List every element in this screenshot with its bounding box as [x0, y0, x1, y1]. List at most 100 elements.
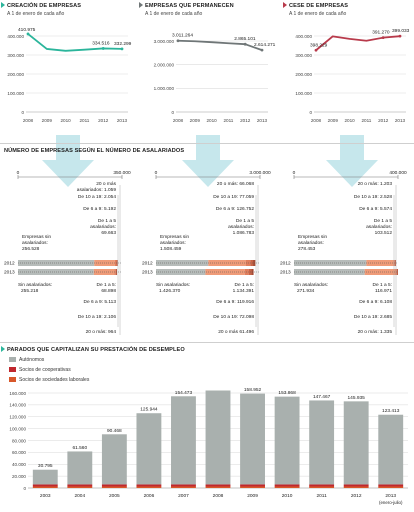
triangle-icon [1, 346, 5, 352]
bar-segment [240, 393, 265, 485]
data-point [314, 48, 318, 52]
bar-segment [309, 484, 335, 487]
arrow-shape [326, 135, 378, 187]
bar-segment [205, 484, 231, 487]
bottom-label: 20 o más: 964 [86, 329, 117, 335]
y-tick-label: 60.000 [12, 450, 26, 455]
year-label: 2012 [142, 261, 153, 267]
top-left-label: Empresas sin [298, 234, 327, 240]
data-label: 2.614.271 [254, 42, 276, 48]
bar-segment [343, 401, 369, 485]
top-label: asalariados: [366, 224, 392, 230]
x-tick-label: 2008 [213, 493, 224, 499]
x-tick-label: 2010 [206, 118, 217, 123]
y-tick-label: 0 [21, 110, 24, 115]
year-label: 2012 [4, 261, 15, 267]
bottom-left-label: Sin asalariados: [18, 282, 52, 288]
arrow-shape [182, 135, 234, 187]
legend-label: Socios de sociedades laborales [19, 377, 90, 383]
data-point [243, 42, 247, 46]
bar-segment [378, 486, 404, 488]
top-label: De 1 a 5 [374, 218, 392, 224]
permanecen-subtitle: A 1 de enero de cada año [145, 11, 203, 17]
top-left-label: asalariados: [298, 240, 324, 246]
bar-total-label: 61.560 [72, 445, 87, 451]
divider [0, 342, 414, 343]
data-label: 391.270 [372, 30, 390, 36]
year-label: 2013 [280, 270, 291, 276]
bar-segment [32, 486, 58, 488]
data-point [260, 48, 264, 52]
x-tick-label: 2011 [316, 493, 327, 499]
x-tick-label: 2013 [385, 493, 396, 499]
legend-swatch [9, 357, 16, 362]
data-point [398, 34, 402, 38]
bar-total-label: 145.935 [348, 395, 366, 401]
data-point [26, 32, 30, 36]
top-left-label: Empresas sin [22, 234, 51, 240]
data-point [120, 47, 124, 51]
bottom-left-label: 255.218 [21, 288, 39, 294]
bottom-label: De 6 a 9: 5.113 [84, 299, 117, 305]
data-label: 332.299 [114, 41, 132, 47]
y-tick-label: 40.000 [12, 462, 26, 467]
cese-title-text: CESE DE EMPRESAS [289, 3, 349, 9]
top-label: De 1 a 5 [236, 218, 254, 224]
y-tick-label: 100.000 [9, 426, 26, 431]
bar-segment [171, 484, 196, 487]
bar-segment [378, 484, 404, 487]
axis-max-label: 400.000 [389, 170, 407, 176]
bar-total-label: 158.952 [244, 388, 262, 393]
data-point [381, 36, 385, 40]
top-label: asalariados: 1.059 [77, 187, 117, 193]
y-tick-label: 400.000 [295, 34, 312, 39]
data-point [101, 47, 105, 50]
top-label: 20 o más [96, 181, 116, 187]
bar-segment [101, 434, 127, 485]
year-label: 2012 [280, 261, 291, 267]
x-tick-label: 2012 [98, 118, 109, 123]
bar-segment [136, 484, 162, 487]
bar-segment [396, 269, 398, 275]
top-label: De 6 a 9: 5.574 [359, 206, 392, 212]
legend-cooperativas: Socios de cooperativas [9, 367, 71, 373]
legend-swatch [9, 367, 16, 372]
bar-segment [136, 486, 162, 488]
y-tick-label: 1.000.000 [154, 86, 175, 91]
bottom-label: De 10 a 19: 2.106 [78, 314, 116, 320]
creacion-title-text: CREACIÓN DE EMPRESAS [7, 3, 82, 9]
bar-segment [309, 486, 335, 488]
y-tick-label: 140.000 [9, 403, 26, 408]
top-label: De 10 a 19: 2.054 [78, 194, 116, 200]
bar-segment [294, 269, 365, 275]
top-label: 103.512 [375, 230, 393, 236]
bottom-label: 68.898 [101, 288, 116, 294]
data-label: 334.516 [92, 40, 110, 46]
bar-segment [67, 451, 93, 485]
parados-title-text: PARADOS QUE CAPITALIZAN SU PRESTACIÓN DE… [7, 347, 185, 353]
top-label: 20 o más: 1.203 [358, 181, 393, 187]
bar-segment [67, 486, 93, 488]
x-tick-label: 2009 [247, 493, 258, 499]
x-tick-label: 2009 [42, 118, 53, 123]
bottom-label: De 1 a 5: [235, 282, 254, 288]
bottom-left-label: 1.426.370 [159, 288, 181, 294]
axis-min-label: 0 [155, 170, 158, 176]
x-tick-label: 2004 [74, 493, 85, 499]
data-label: 3.011.264 [172, 33, 193, 39]
y-tick-label: 400.000 [7, 34, 24, 39]
x-tick-label: 2009 [328, 118, 339, 123]
top-label: asalariados: [90, 224, 116, 230]
bottom-left-label: Sin asalariados: [156, 282, 190, 288]
bar-total-label: 147.467 [313, 394, 331, 400]
bar-segment [101, 484, 127, 487]
cese-asalariados-chart: 0 400.000 2012 2013 20 o más: 1.203 De 10 a 1… [280, 170, 407, 335]
x-tick-label: 2008 [23, 118, 34, 123]
x-tick-label: 2013 [395, 118, 406, 123]
bar-total-label: 125.944 [140, 407, 158, 413]
y-tick-label: 120.000 [9, 415, 26, 420]
y-tick-label: 200.000 [7, 72, 24, 77]
bottom-label: De 10 a 19: 72.098 [213, 314, 254, 320]
axis-max-label: 3.000.000 [249, 170, 271, 176]
bottom-label: De 1 a 5: [373, 282, 392, 288]
